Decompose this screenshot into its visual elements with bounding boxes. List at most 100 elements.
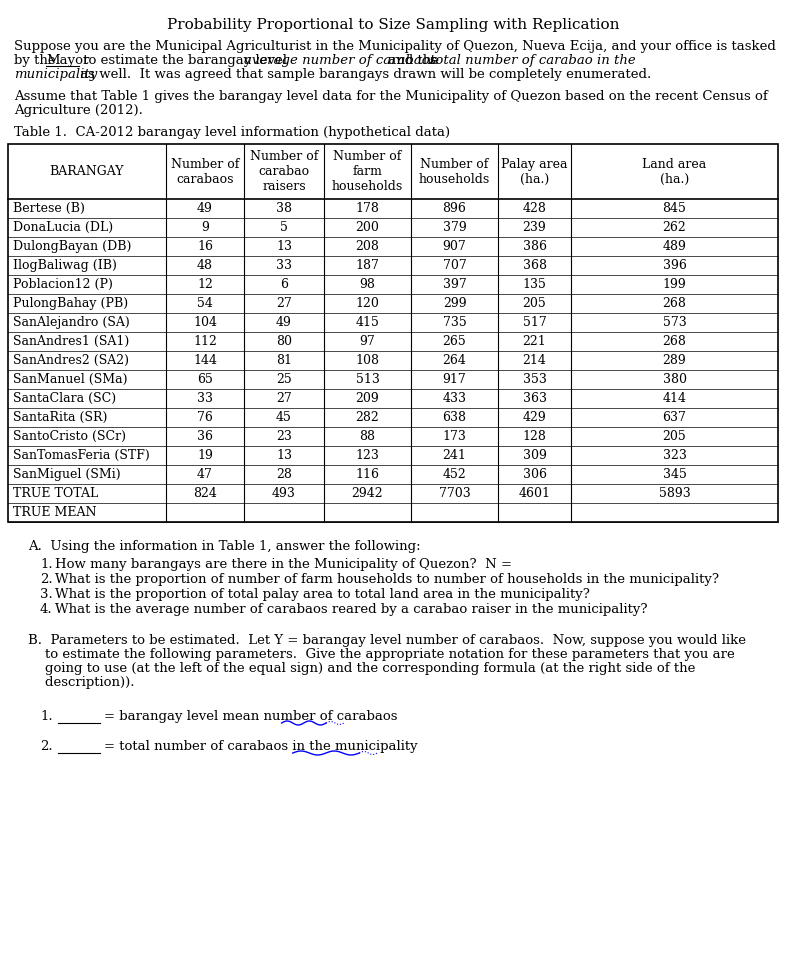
Text: average number of carabaos: average number of carabaos: [244, 54, 436, 67]
Text: 97: 97: [360, 335, 376, 348]
Text: Poblacion12 (P): Poblacion12 (P): [13, 278, 113, 291]
Text: 517: 517: [523, 316, 546, 329]
Text: SanManuel (SMa): SanManuel (SMa): [13, 373, 127, 386]
Text: 23: 23: [276, 430, 292, 443]
Text: 707: 707: [443, 259, 466, 272]
Text: 917: 917: [443, 373, 466, 386]
Text: 368: 368: [523, 259, 546, 272]
Text: SanAndres1 (SA1): SanAndres1 (SA1): [13, 335, 129, 348]
Text: 173: 173: [443, 430, 466, 443]
Text: 108: 108: [355, 354, 380, 367]
Text: A.  Using the information in Table 1, answer the following:: A. Using the information in Table 1, ans…: [28, 540, 421, 553]
Text: 323: 323: [663, 449, 686, 462]
Text: 396: 396: [663, 259, 686, 272]
Text: 178: 178: [355, 202, 380, 215]
Text: 36: 36: [197, 430, 213, 443]
Text: 268: 268: [663, 297, 686, 310]
Text: 363: 363: [523, 392, 546, 405]
Text: 414: 414: [663, 392, 686, 405]
Text: Number of
farm
households: Number of farm households: [332, 150, 403, 193]
Text: Palay area
(ha.): Palay area (ha.): [501, 158, 567, 185]
Text: 2.: 2.: [40, 573, 53, 586]
Text: 896: 896: [443, 202, 466, 215]
Text: 12: 12: [197, 278, 213, 291]
Text: 45: 45: [276, 411, 292, 424]
Text: 187: 187: [355, 259, 380, 272]
Text: 380: 380: [663, 373, 686, 386]
Text: 637: 637: [663, 411, 686, 424]
Text: 353: 353: [523, 373, 546, 386]
Text: 144: 144: [193, 354, 217, 367]
Text: 88: 88: [359, 430, 376, 443]
Text: Number of
carabaos: Number of carabaos: [171, 158, 239, 185]
Text: 13: 13: [276, 240, 292, 253]
Text: 38: 38: [276, 202, 292, 215]
Text: Assume that Table 1 gives the barangay level data for the Municipality of Quezon: Assume that Table 1 gives the barangay l…: [14, 90, 768, 103]
Text: 9: 9: [201, 221, 209, 234]
Text: B.  Parameters to be estimated.  Let Y = barangay level number of carabaos.  Now: B. Parameters to be estimated. Let Y = b…: [28, 634, 746, 647]
Text: SantaClara (SC): SantaClara (SC): [13, 392, 116, 405]
Text: 2942: 2942: [351, 487, 384, 500]
Text: 80: 80: [276, 335, 292, 348]
Text: 2.: 2.: [40, 740, 53, 753]
Text: 638: 638: [443, 411, 467, 424]
Text: 907: 907: [443, 240, 466, 253]
Text: 54: 54: [197, 297, 213, 310]
Text: as well.  It was agreed that sample barangays drawn will be completely enumerate: as well. It was agreed that sample baran…: [76, 68, 652, 81]
Text: 209: 209: [355, 392, 380, 405]
Text: SanMiguel (SMi): SanMiguel (SMi): [13, 468, 120, 481]
Text: 265: 265: [443, 335, 466, 348]
Text: 386: 386: [523, 240, 546, 253]
Text: 33: 33: [197, 392, 213, 405]
Text: and the: and the: [384, 54, 443, 67]
Text: 123: 123: [355, 449, 380, 462]
Text: 282: 282: [355, 411, 380, 424]
Text: 33: 33: [276, 259, 292, 272]
Bar: [8, 144, 778, 522]
Text: 306: 306: [523, 468, 546, 481]
Text: What is the proportion of total palay area to total land area in the municipalit: What is the proportion of total palay ar…: [55, 588, 589, 601]
Text: 16: 16: [197, 240, 213, 253]
Text: 47: 47: [197, 468, 213, 481]
Text: 49: 49: [276, 316, 292, 329]
Text: BARANGAY: BARANGAY: [50, 165, 124, 178]
Text: 299: 299: [443, 297, 466, 310]
Text: 489: 489: [663, 240, 686, 253]
Text: 27: 27: [276, 297, 292, 310]
Text: 415: 415: [355, 316, 380, 329]
Text: 199: 199: [663, 278, 686, 291]
Text: DulongBayan (DB): DulongBayan (DB): [13, 240, 131, 253]
Text: 397: 397: [443, 278, 466, 291]
Text: 25: 25: [276, 373, 292, 386]
Text: 1.: 1.: [40, 558, 53, 571]
Text: How many barangays are there in the Municipality of Quezon?  N =: How many barangays are there in the Muni…: [55, 558, 512, 571]
Text: 289: 289: [663, 354, 686, 367]
Text: 200: 200: [355, 221, 380, 234]
Text: SanTomasFeria (STF): SanTomasFeria (STF): [13, 449, 150, 462]
Text: 264: 264: [443, 354, 466, 367]
Text: 513: 513: [355, 373, 380, 386]
Text: Number of
carabao
raisers: Number of carabao raisers: [250, 150, 318, 193]
Text: 3.: 3.: [40, 588, 53, 601]
Text: 116: 116: [355, 468, 380, 481]
Text: 4.: 4.: [40, 603, 53, 616]
Text: description)).: description)).: [28, 676, 134, 689]
Text: 452: 452: [443, 468, 466, 481]
Text: 135: 135: [523, 278, 546, 291]
Text: 208: 208: [355, 240, 380, 253]
Text: 241: 241: [443, 449, 466, 462]
Text: 128: 128: [523, 430, 546, 443]
Text: 493: 493: [272, 487, 296, 500]
Text: 735: 735: [443, 316, 466, 329]
Text: 98: 98: [359, 278, 376, 291]
Text: Probability Proportional to Size Sampling with Replication: Probability Proportional to Size Samplin…: [167, 18, 619, 32]
Text: 4601: 4601: [519, 487, 550, 500]
Text: 65: 65: [197, 373, 213, 386]
Text: What is the proportion of number of farm households to number of households in t: What is the proportion of number of farm…: [55, 573, 719, 586]
Text: 239: 239: [523, 221, 546, 234]
Text: = total number of carabaos in the municipality: = total number of carabaos in the munici…: [104, 740, 417, 753]
Text: to estimate the barangay level: to estimate the barangay level: [79, 54, 292, 67]
Text: 120: 120: [355, 297, 380, 310]
Text: total number of carabao in the: total number of carabao in the: [430, 54, 636, 67]
Text: SanAndres2 (SA2): SanAndres2 (SA2): [13, 354, 129, 367]
